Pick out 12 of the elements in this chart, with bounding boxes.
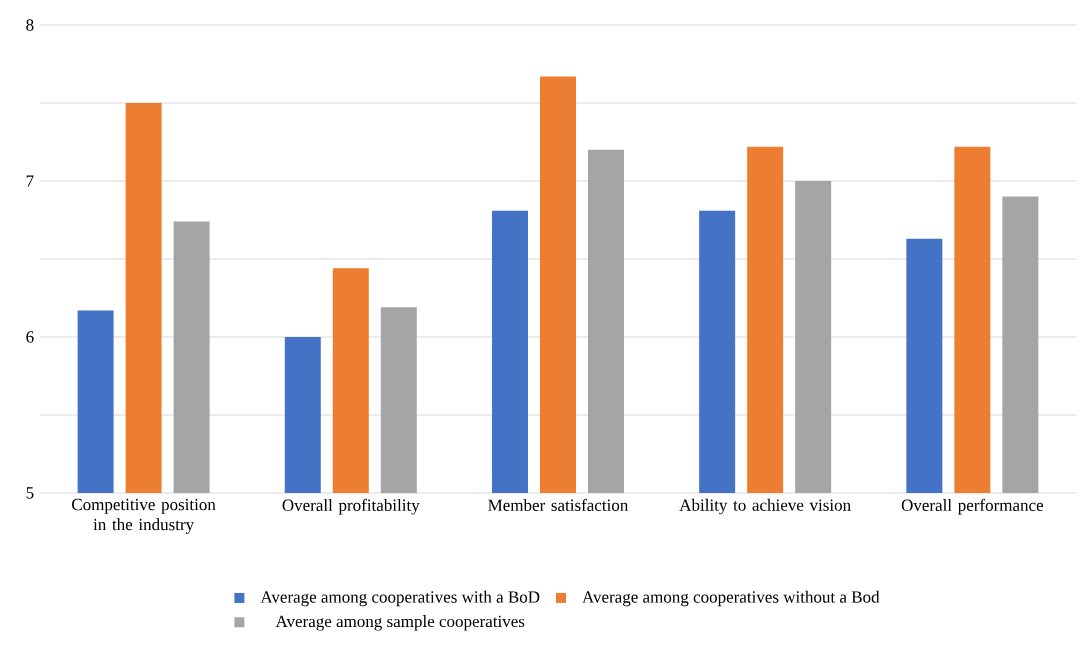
legend-label: Average among cooperatives without a Bod (582, 590, 880, 607)
x-tick-label: Ability to achieve vision (679, 498, 851, 515)
x-tick-label: Overall performance (901, 498, 1044, 515)
y-tick-label: 8 (26, 19, 34, 31)
x-tick-label: Competitive position in the industry (72, 498, 216, 534)
y-tick-label: 6 (26, 331, 34, 343)
legend-label: Average among sample cooperatives (275, 615, 525, 631)
y-tick-label: 5 (26, 487, 34, 499)
x-tick-label: Member satisfaction (488, 498, 629, 512)
y-tick-label: 7 (26, 175, 34, 187)
x-tick-label: Overall profitability (282, 498, 420, 515)
legend-label: Average among cooperatives with a BoD (260, 590, 540, 607)
